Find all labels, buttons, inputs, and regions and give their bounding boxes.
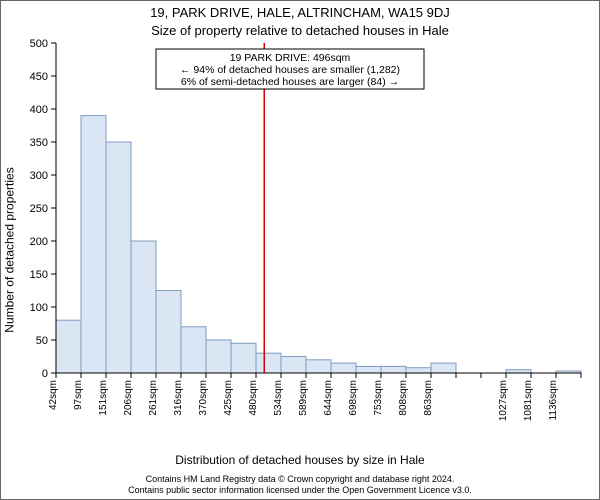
y-tick-label: 500 — [30, 38, 48, 50]
y-tick-label: 100 — [30, 302, 48, 314]
chart-title-line2: Size of property relative to detached ho… — [1, 23, 599, 38]
x-tick-label: 42sqm — [48, 380, 59, 410]
x-tick-label: 534sqm — [273, 380, 284, 416]
chart-container: 19, PARK DRIVE, HALE, ALTRINCHAM, WA15 9… — [0, 0, 600, 500]
y-tick-label: 400 — [30, 104, 48, 116]
x-tick-label: 316sqm — [173, 380, 184, 416]
x-tick-label: 206sqm — [123, 380, 134, 416]
bar — [356, 366, 381, 373]
plot-area: 05010015020025030035040045050042sqm97sqm… — [56, 43, 581, 408]
bar — [181, 327, 206, 373]
x-tick-label: 1136sqm — [548, 380, 559, 420]
bar — [56, 320, 81, 373]
bar — [381, 366, 406, 373]
x-axis-label: Distribution of detached houses by size … — [1, 453, 599, 467]
x-tick-label: 753sqm — [373, 380, 384, 416]
bar — [156, 291, 181, 374]
y-tick-label: 200 — [30, 236, 48, 248]
y-axis-label: Number of detached properties — [3, 1, 17, 499]
y-tick-label: 250 — [30, 203, 48, 215]
y-tick-label: 0 — [42, 368, 48, 380]
bar — [231, 343, 256, 373]
x-tick-label: 261sqm — [148, 380, 159, 416]
x-tick-label: 97sqm — [73, 380, 84, 410]
x-tick-label: 370sqm — [198, 380, 209, 416]
bar — [431, 363, 456, 373]
annotation-line1: 19 PARK DRIVE: 496sqm — [230, 52, 351, 64]
x-tick-label: 808sqm — [398, 380, 409, 416]
bar — [106, 142, 131, 373]
x-tick-label: 480sqm — [248, 380, 259, 416]
y-tick-label: 450 — [30, 71, 48, 83]
x-tick-label: 698sqm — [348, 380, 359, 416]
footer-line1: Contains HM Land Registry data © Crown c… — [1, 474, 599, 486]
y-axis-label-text: Number of detached properties — [3, 167, 17, 332]
bar — [81, 116, 106, 373]
bar — [131, 241, 156, 373]
footer-line2: Contains public sector information licen… — [1, 485, 599, 497]
annotation-line3: 6% of semi-detached houses are larger (8… — [181, 76, 399, 88]
bar — [281, 357, 306, 374]
x-tick-label: 1027sqm — [498, 380, 509, 421]
bar — [306, 360, 331, 373]
chart-title-line1: 19, PARK DRIVE, HALE, ALTRINCHAM, WA15 9… — [1, 5, 599, 20]
x-tick-label: 589sqm — [298, 380, 309, 416]
bar — [331, 363, 356, 373]
bar — [406, 368, 431, 373]
x-tick-label: 1081sqm — [523, 380, 534, 421]
y-tick-label: 350 — [30, 137, 48, 149]
x-tick-label: 425sqm — [223, 380, 234, 416]
bar — [206, 340, 231, 373]
annotation-line2: ← 94% of detached houses are smaller (1,… — [180, 64, 400, 76]
bar — [256, 353, 281, 373]
x-tick-label: 644sqm — [323, 380, 334, 416]
y-tick-label: 150 — [30, 269, 48, 281]
footer: Contains HM Land Registry data © Crown c… — [1, 474, 599, 497]
y-tick-label: 50 — [36, 335, 48, 347]
x-tick-label: 863sqm — [423, 380, 434, 416]
y-tick-label: 300 — [30, 170, 48, 182]
x-tick-label: 151sqm — [98, 380, 109, 416]
